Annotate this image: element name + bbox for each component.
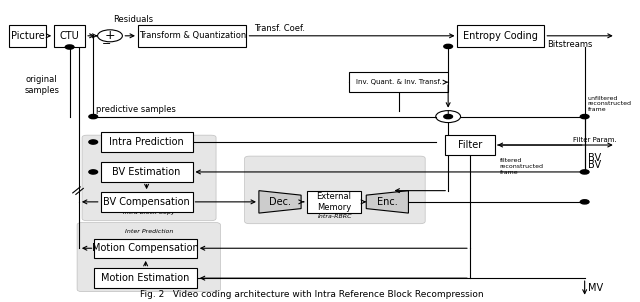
FancyBboxPatch shape <box>95 268 197 288</box>
Text: External
Memory: External Memory <box>316 192 351 212</box>
Text: Inv. Quant. & Inv. Transf.: Inv. Quant. & Inv. Transf. <box>356 79 442 85</box>
Circle shape <box>444 44 452 49</box>
Circle shape <box>65 45 74 49</box>
FancyBboxPatch shape <box>100 162 193 182</box>
FancyBboxPatch shape <box>54 24 85 47</box>
Text: Filter: Filter <box>458 140 482 150</box>
FancyBboxPatch shape <box>100 192 193 212</box>
FancyBboxPatch shape <box>349 72 448 92</box>
Text: Intra Block Copy: Intra Block Copy <box>123 210 175 215</box>
Text: Enc.: Enc. <box>377 197 397 207</box>
FancyBboxPatch shape <box>95 239 197 258</box>
FancyBboxPatch shape <box>138 24 246 47</box>
Text: BV Compensation: BV Compensation <box>103 197 190 207</box>
Text: BV Estimation: BV Estimation <box>113 167 180 177</box>
Text: Bitstreams: Bitstreams <box>547 40 593 49</box>
Text: MV: MV <box>588 283 603 293</box>
Text: original
samples: original samples <box>24 76 60 95</box>
Text: +: + <box>443 110 454 123</box>
Text: Dec.: Dec. <box>269 197 291 207</box>
Text: BV: BV <box>588 153 601 163</box>
Text: Filter Param.: Filter Param. <box>573 137 617 143</box>
Text: filtered
reconstructed
frame: filtered reconstructed frame <box>500 159 543 175</box>
FancyBboxPatch shape <box>9 24 46 47</box>
Text: CTU: CTU <box>60 31 79 41</box>
Circle shape <box>89 170 97 174</box>
Text: Residuals: Residuals <box>113 15 153 24</box>
Circle shape <box>580 170 589 174</box>
Circle shape <box>444 114 452 119</box>
Text: Motion Compensation: Motion Compensation <box>92 243 199 253</box>
FancyBboxPatch shape <box>458 24 545 47</box>
FancyBboxPatch shape <box>82 135 216 221</box>
Circle shape <box>89 114 97 119</box>
Text: Entropy Coding: Entropy Coding <box>463 31 538 41</box>
Text: BV: BV <box>588 160 601 170</box>
Polygon shape <box>366 191 408 213</box>
Text: Transf. Coef.: Transf. Coef. <box>254 24 305 33</box>
Text: Intra Prediction: Intra Prediction <box>109 137 184 147</box>
Circle shape <box>580 114 589 119</box>
Text: predictive samples: predictive samples <box>97 105 176 114</box>
Text: Inter Prediction: Inter Prediction <box>125 229 173 234</box>
Text: Intra-RBRC: Intra-RBRC <box>318 214 353 219</box>
Text: Picture: Picture <box>11 31 44 41</box>
Circle shape <box>89 140 97 144</box>
Text: Transform & Quantization: Transform & Quantization <box>139 31 246 40</box>
FancyBboxPatch shape <box>100 132 193 152</box>
Text: Motion Estimation: Motion Estimation <box>102 273 190 283</box>
Circle shape <box>580 200 589 204</box>
FancyBboxPatch shape <box>77 223 220 292</box>
FancyBboxPatch shape <box>445 135 495 155</box>
Text: unfiltered
reconstructed
frame: unfiltered reconstructed frame <box>588 95 632 112</box>
Text: −: − <box>102 39 111 49</box>
FancyBboxPatch shape <box>307 191 362 213</box>
Polygon shape <box>259 191 301 213</box>
Text: +: + <box>105 29 115 42</box>
FancyBboxPatch shape <box>244 156 425 224</box>
Text: Fig. 2   Video coding architecture with Intra Reference Block Recompression: Fig. 2 Video coding architecture with In… <box>140 290 483 299</box>
